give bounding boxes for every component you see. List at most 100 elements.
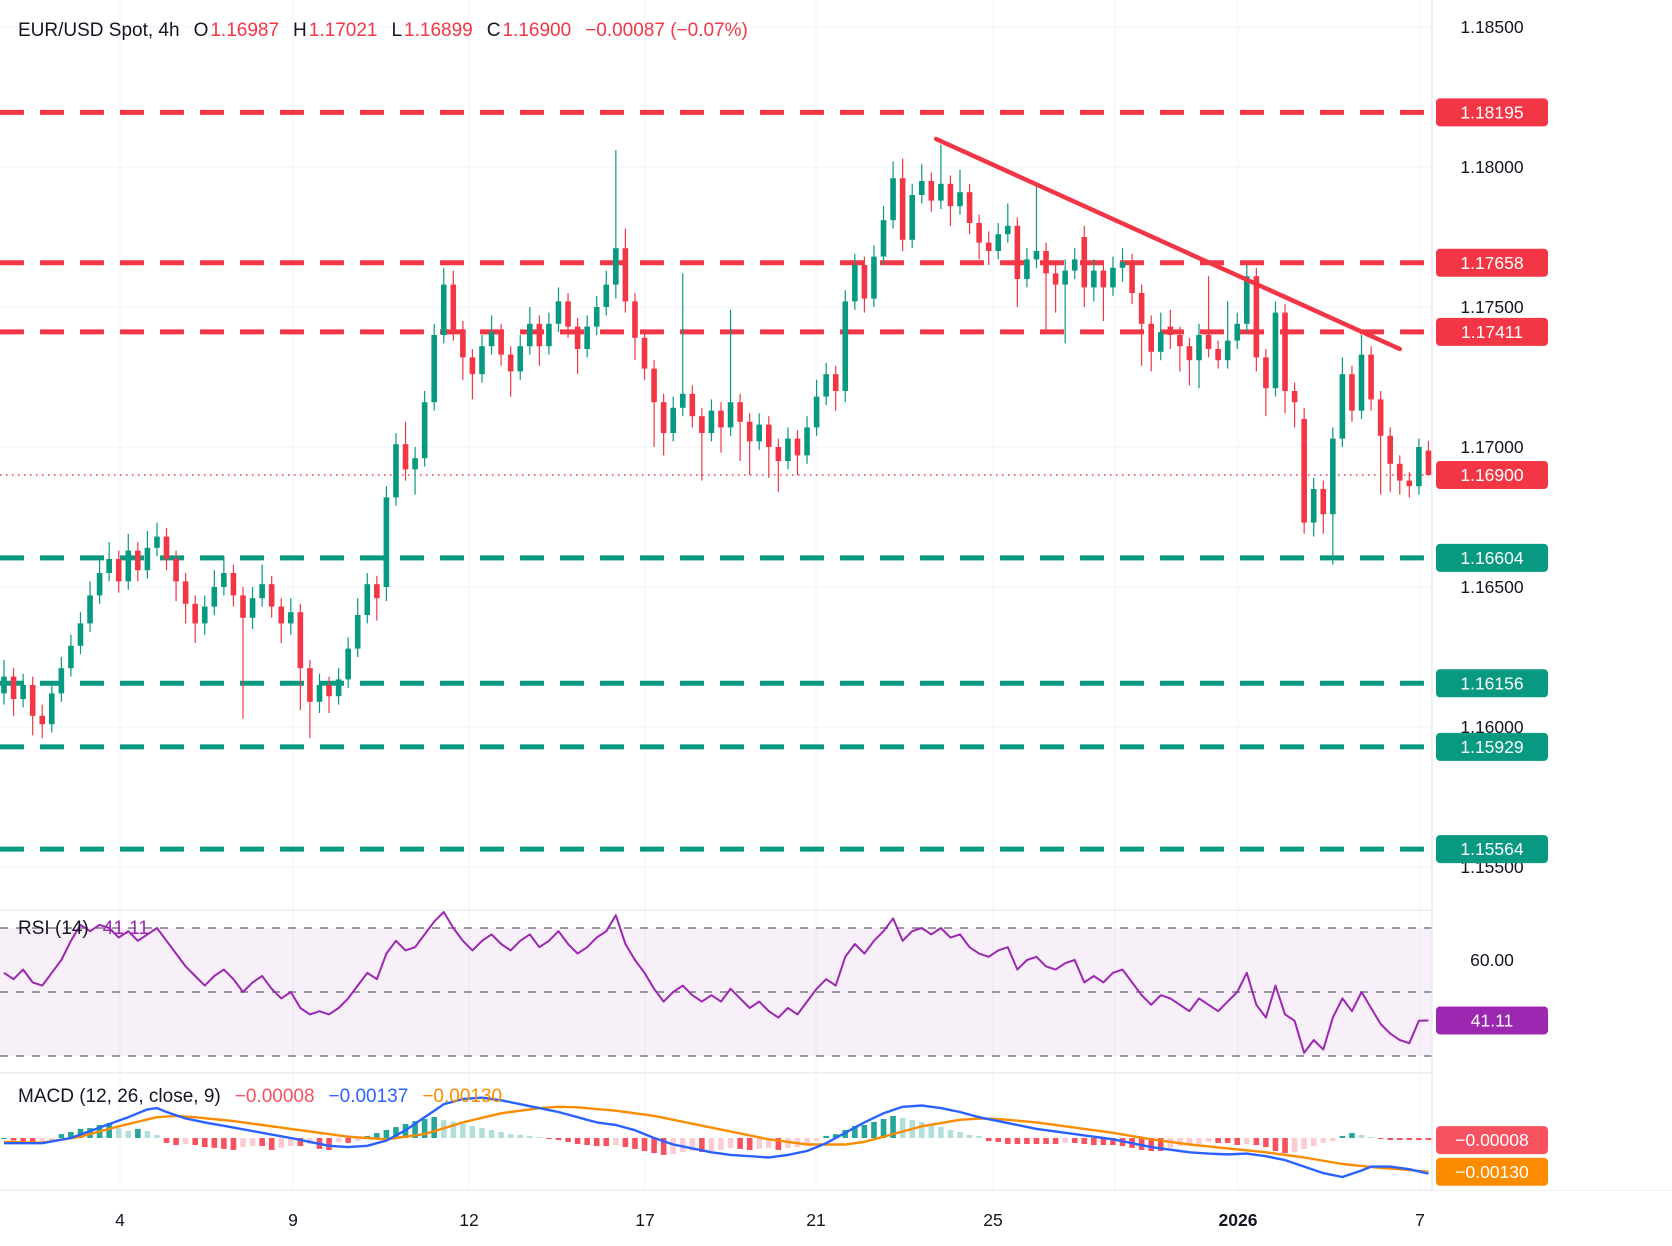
time-axis-label: 21 — [806, 1210, 825, 1230]
rsi-legend: RSI (14) 41.11 — [18, 918, 149, 940]
current-price-badge-text: 1.16900 — [1460, 465, 1524, 485]
candle-body — [1406, 480, 1413, 487]
candle-body — [268, 584, 275, 607]
candle-body — [402, 444, 409, 470]
time-axis[interactable]: 4 9 12 17 21 25 2026 7 — [0, 1191, 1672, 1246]
candle-body — [909, 195, 915, 240]
candle-body — [1387, 435, 1393, 464]
candle-body — [555, 301, 562, 324]
support-price-badge-text: 1.15929 — [1460, 737, 1523, 757]
candle-body — [995, 234, 1002, 251]
candle-body — [546, 323, 552, 347]
rsi-line — [3, 911, 1429, 1054]
candle-body — [641, 337, 648, 369]
candle-body — [192, 603, 198, 624]
candle-body — [450, 284, 457, 330]
candle-body — [1425, 450, 1432, 475]
support-price-badge — [1436, 732, 1548, 761]
candle-body — [890, 178, 896, 221]
candle-body — [517, 346, 524, 372]
resistance-price-badge — [1436, 98, 1548, 127]
candle-body — [918, 181, 925, 195]
candle-body — [1291, 391, 1298, 403]
candle-body — [345, 648, 351, 680]
candle-body — [746, 421, 753, 442]
candle-body — [1196, 335, 1202, 361]
candle-body — [211, 587, 218, 607]
candle-body — [230, 573, 237, 596]
candle-body — [1234, 323, 1241, 341]
candle-body — [259, 584, 265, 599]
candle-body — [1033, 251, 1040, 260]
current-price-badge — [1436, 461, 1548, 489]
candle-body — [871, 256, 877, 299]
candle-body — [1396, 463, 1403, 481]
candle-body — [1148, 323, 1154, 352]
candle-body — [58, 668, 65, 694]
resistance-price-badge-text: 1.17411 — [1461, 322, 1523, 342]
candle-body — [115, 559, 122, 582]
candle-body — [354, 615, 361, 649]
ohlc-low: L 1.16899 — [391, 20, 473, 41]
descending-trendline[interactable] — [933, 136, 1403, 352]
candle-body — [1215, 349, 1221, 361]
candle-body — [1062, 270, 1068, 285]
candle-body — [39, 715, 46, 725]
rsi-axis-label: 60.00 — [1470, 950, 1514, 970]
candle-body — [249, 598, 256, 618]
candle-body — [335, 679, 342, 697]
price-axis[interactable]: 1.18500 1.18000 1.17500 1.17000 1.16500 1.160… — [1431, 0, 1672, 1246]
candle-body — [460, 329, 466, 358]
candle-body — [670, 407, 676, 433]
candle-body — [852, 265, 858, 302]
candle-body — [813, 396, 820, 428]
candle-body — [20, 685, 26, 699]
macd-title: MACD (12, 26, close, 9) — [18, 1086, 221, 1107]
macd-hist-value: −0.00008 — [234, 1086, 315, 1107]
candle-body — [613, 248, 619, 285]
candle-body — [679, 393, 686, 408]
ohlc-close: C 1.16900 — [486, 20, 572, 41]
candle-body — [1, 676, 7, 694]
candle-body — [383, 497, 390, 587]
support-price-badge-text: 1.15564 — [1460, 839, 1524, 859]
time-axis-label: 17 — [635, 1210, 654, 1230]
support-price-badge-text: 1.16604 — [1460, 548, 1524, 568]
candle-body — [593, 307, 600, 327]
candle-body — [1301, 419, 1307, 523]
candle-body — [727, 402, 734, 428]
candle-body — [1253, 276, 1260, 358]
candle-body — [708, 410, 715, 433]
resistance-price-badge — [1436, 248, 1548, 277]
candle-body — [832, 374, 839, 391]
candle-body — [1186, 346, 1193, 361]
candle-body — [479, 346, 485, 375]
candle-body — [221, 573, 227, 587]
candle-body — [412, 458, 418, 470]
candle-body — [527, 323, 533, 347]
candle-body — [1043, 251, 1049, 274]
candle-body — [163, 536, 170, 559]
price-legend: EUR/USD Spot, 4h O 1.16987 H 1.17021 L 1.16… — [18, 20, 748, 42]
candles-layer — [1, 144, 1432, 739]
price-axis-label: 1.16000 — [1460, 717, 1524, 737]
candle-body — [1368, 354, 1374, 400]
candle-body — [1014, 225, 1021, 279]
candle-body — [1177, 335, 1183, 347]
price-axis-label: 1.17000 — [1460, 437, 1524, 457]
candle-body — [201, 606, 208, 624]
candle-body — [622, 248, 629, 302]
candle-body — [880, 220, 887, 257]
rsi-title: RSI (14) — [18, 918, 89, 939]
candle-body — [1024, 259, 1030, 279]
candle-body — [240, 595, 246, 618]
candle-body — [144, 547, 151, 571]
candle-body — [1320, 489, 1327, 515]
candle-body — [947, 183, 954, 207]
candle-body — [173, 559, 179, 582]
time-axis-label: 9 — [288, 1210, 298, 1230]
candle-body — [899, 178, 906, 240]
candle-body — [1244, 276, 1250, 324]
candle-body — [1349, 374, 1355, 411]
